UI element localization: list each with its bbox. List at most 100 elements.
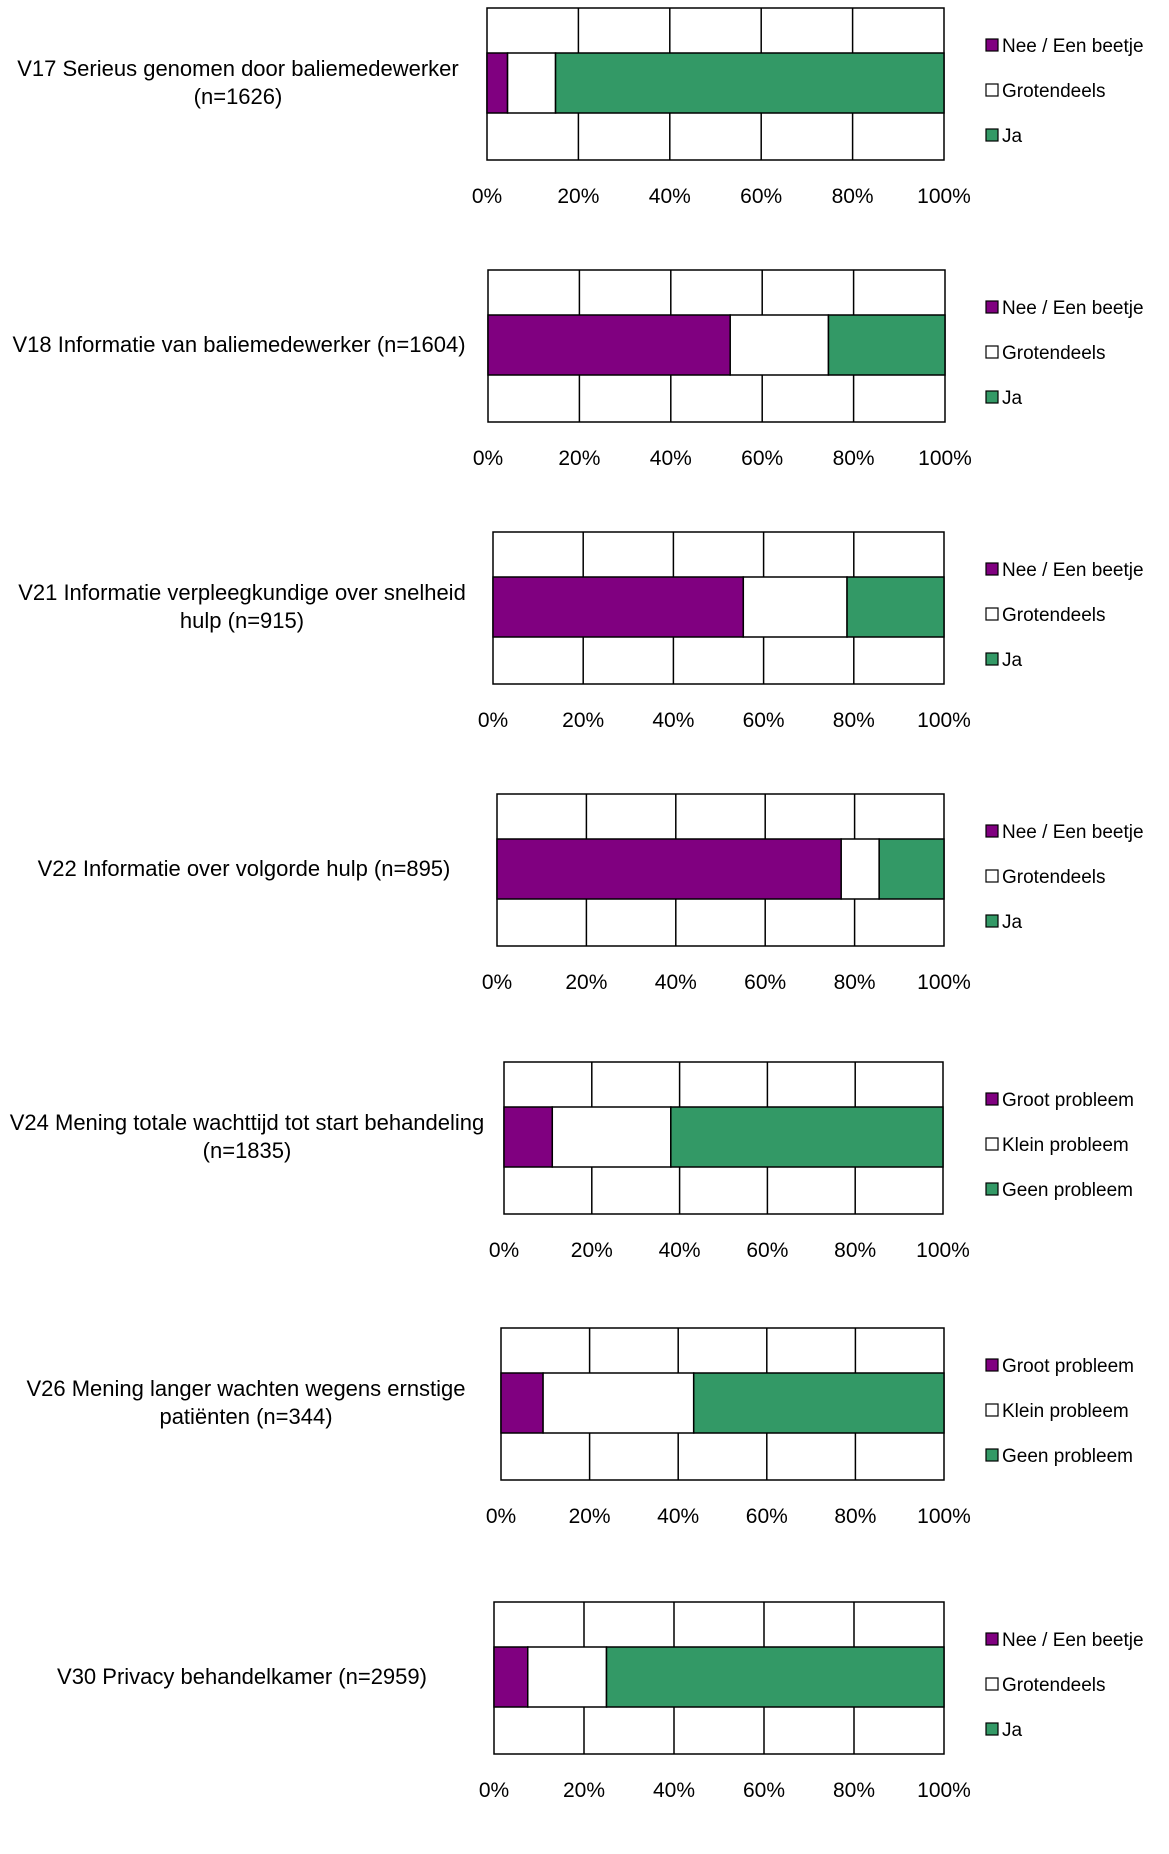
bar-segment bbox=[551, 1106, 672, 1168]
legend-swatch bbox=[985, 914, 999, 928]
legend-label: Grotendeels bbox=[1002, 343, 1106, 364]
legend-swatch bbox=[985, 1137, 999, 1151]
tick-label: 40% bbox=[652, 709, 694, 732]
tick-label: 60% bbox=[744, 971, 786, 994]
bar-segment bbox=[503, 1106, 554, 1168]
tick-label: 20% bbox=[565, 971, 607, 994]
legend-label: Nee / Een beetje bbox=[1002, 298, 1144, 319]
bar-segment bbox=[487, 314, 731, 376]
tick-label: 100% bbox=[918, 447, 972, 470]
legend-swatch bbox=[985, 345, 999, 359]
chart-svg: 0% 20% 40% 60% 80% 100% Groot probleem Klein pr… bbox=[486, 1327, 1134, 1528]
legend-label: Nee / Een beetje bbox=[1002, 36, 1144, 57]
tick-label: 0% bbox=[472, 185, 502, 208]
tick-label: 40% bbox=[649, 185, 691, 208]
bar-segment bbox=[840, 838, 880, 900]
tick-label: 100% bbox=[917, 709, 971, 732]
category-label: V24 Mening totale wachttijd tot start be… bbox=[9, 1110, 485, 1163]
tick-label: 0% bbox=[486, 1505, 516, 1528]
tick-label: 60% bbox=[743, 1779, 785, 1802]
legend-swatch bbox=[985, 83, 999, 97]
legend-label: Nee / Een beetje bbox=[1002, 560, 1144, 581]
legend-swatch bbox=[985, 1358, 999, 1372]
legend-swatch bbox=[985, 390, 999, 404]
tick-label: 40% bbox=[655, 971, 697, 994]
bar-segment bbox=[542, 1372, 695, 1434]
category-label: V30 Privacy behandelkamer (n=2959) bbox=[57, 1664, 427, 1689]
tick-label: 60% bbox=[740, 185, 782, 208]
legend-label: Grotendeels bbox=[1002, 605, 1106, 626]
legend-swatch bbox=[985, 869, 999, 883]
legend-swatch bbox=[985, 1722, 999, 1736]
legend-label: Grotendeels bbox=[1002, 867, 1106, 888]
tick-label: 40% bbox=[659, 1239, 701, 1262]
tick-label: 80% bbox=[833, 1779, 875, 1802]
tick-label: 20% bbox=[569, 1505, 611, 1528]
charts-container: V17 Serieus genomen door baliemedewerker… bbox=[0, 0, 1169, 1802]
chart-svg: 0% 20% 40% 60% 80% 100% Nee / Een beetje Groten… bbox=[479, 1601, 1144, 1802]
bar-segment bbox=[670, 1106, 944, 1168]
bar-segment bbox=[692, 1372, 945, 1434]
legend-label: Ja bbox=[1002, 126, 1023, 147]
legend-label: Ja bbox=[1002, 388, 1023, 409]
tick-label: 0% bbox=[479, 1779, 509, 1802]
category-label: V26 Mening langer wachten wegens ernstig… bbox=[26, 1376, 466, 1429]
category-label: V17 Serieus genomen door baliemedewerker… bbox=[17, 56, 459, 109]
category-label: V22 Informatie over volgorde hulp (n=895… bbox=[37, 856, 451, 881]
legend-swatch bbox=[985, 128, 999, 142]
bar-segment bbox=[729, 314, 830, 376]
legend-swatch bbox=[985, 1448, 999, 1462]
chart-svg: 0% 20% 40% 60% 80% 100% Nee / Een beetje Groten… bbox=[482, 793, 1144, 994]
bar-segment bbox=[827, 314, 946, 376]
tick-label: 100% bbox=[917, 185, 971, 208]
legend-swatch bbox=[985, 38, 999, 52]
tick-label: 20% bbox=[562, 709, 604, 732]
tick-label: 80% bbox=[833, 447, 875, 470]
tick-label: 60% bbox=[743, 709, 785, 732]
category-label: V21 Informatie verpleegkundige over snel… bbox=[18, 580, 466, 633]
category-label: V18 Informatie van baliemedewerker (n=16… bbox=[12, 332, 466, 357]
chart-1: V17 Serieus genomen door baliemedewerker… bbox=[0, 0, 1169, 260]
bar-segment bbox=[605, 1646, 945, 1708]
chart-svg: 0% 20% 40% 60% 80% 100% Groot probleem Klein pr… bbox=[489, 1061, 1134, 1262]
legend-swatch bbox=[985, 1092, 999, 1106]
tick-label: 0% bbox=[473, 447, 503, 470]
bar-segment bbox=[492, 576, 745, 638]
tick-label: 100% bbox=[917, 1779, 971, 1802]
bar-segment bbox=[496, 838, 842, 900]
legend-label: Klein probleem bbox=[1002, 1401, 1129, 1422]
tick-label: 20% bbox=[563, 1779, 605, 1802]
legend-label: Geen probleem bbox=[1002, 1180, 1133, 1201]
chart-svg: 0% 20% 40% 60% 80% 100% Nee / Een beetje Groten… bbox=[472, 7, 1144, 208]
legend-label: Grotendeels bbox=[1002, 1675, 1106, 1696]
legend-label: Ja bbox=[1002, 1720, 1023, 1741]
legend-label: Grotendeels bbox=[1002, 81, 1106, 102]
tick-label: 60% bbox=[746, 1239, 788, 1262]
tick-label: 80% bbox=[834, 1239, 876, 1262]
legend-label: Nee / Een beetje bbox=[1002, 1630, 1144, 1651]
tick-label: 40% bbox=[653, 1779, 695, 1802]
chart-6: V26 Mening langer wachten wegens ernstig… bbox=[0, 1320, 1169, 1580]
legend-swatch bbox=[985, 652, 999, 666]
chart-3: V21 Informatie verpleegkundige over snel… bbox=[0, 524, 1169, 784]
bar-segment bbox=[527, 1646, 608, 1708]
bar-segment bbox=[500, 1372, 544, 1434]
tick-label: 60% bbox=[746, 1505, 788, 1528]
tick-label: 100% bbox=[916, 1239, 970, 1262]
tick-label: 20% bbox=[557, 185, 599, 208]
bar-segment bbox=[486, 52, 509, 114]
bar-segment bbox=[742, 576, 848, 638]
legend-label: Klein probleem bbox=[1002, 1135, 1129, 1156]
legend-label: Groot probleem bbox=[1002, 1356, 1134, 1377]
chart-2: V18 Informatie van baliemedewerker (n=16… bbox=[0, 262, 1169, 522]
tick-label: 100% bbox=[917, 971, 971, 994]
tick-label: 80% bbox=[833, 709, 875, 732]
tick-label: 20% bbox=[558, 447, 600, 470]
bar-segment bbox=[846, 576, 945, 638]
tick-label: 0% bbox=[478, 709, 508, 732]
legend-swatch bbox=[985, 1403, 999, 1417]
chart-svg: 0% 20% 40% 60% 80% 100% Nee / Een beetje Groten… bbox=[473, 269, 1144, 470]
chart-5: V24 Mening totale wachttijd tot start be… bbox=[0, 1054, 1169, 1314]
tick-label: 20% bbox=[571, 1239, 613, 1262]
tick-label: 40% bbox=[657, 1505, 699, 1528]
